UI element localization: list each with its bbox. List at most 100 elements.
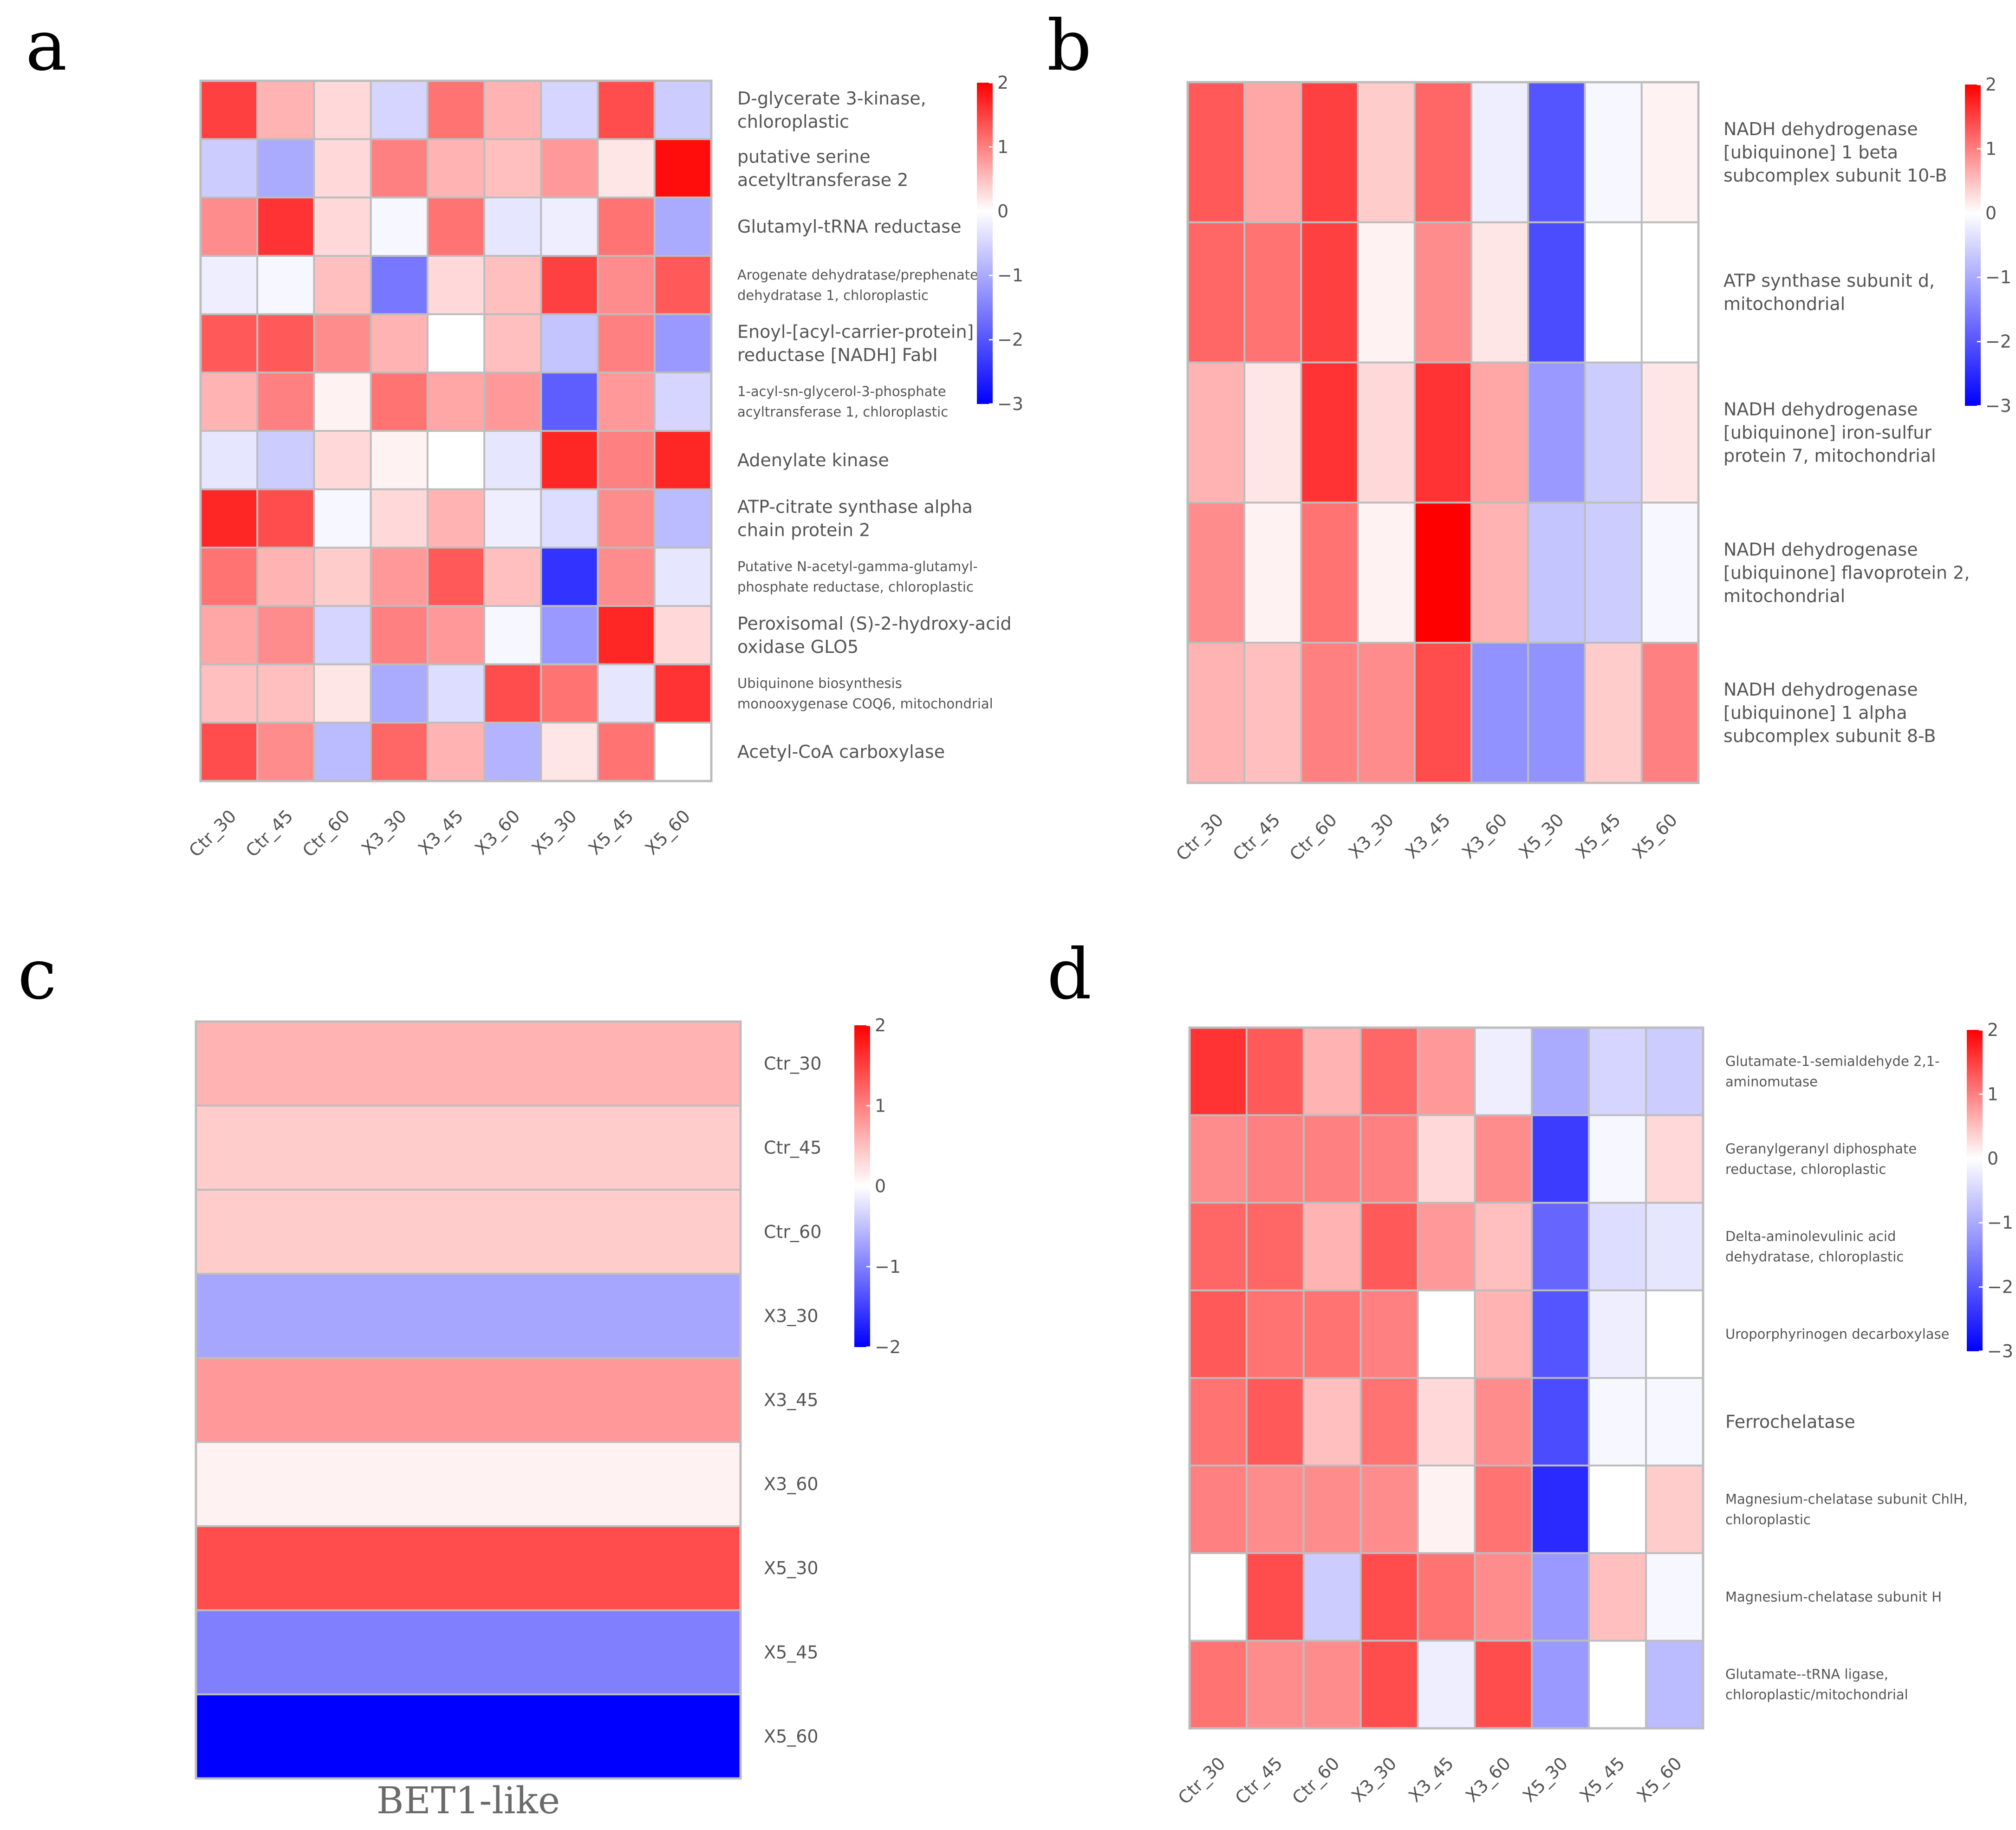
heatmap-cell <box>1413 501 1473 644</box>
row-label-line: chloroplastic <box>1725 1511 1811 1527</box>
column-label: X3_45 <box>414 806 467 859</box>
row-label-line: mitochondrial <box>1723 586 1845 606</box>
colorbar <box>1967 1030 1983 1351</box>
heatmap-cell <box>1357 501 1416 644</box>
heatmap-cell <box>1243 501 1302 644</box>
heatmap-cell <box>1300 501 1359 644</box>
heatmap-cell <box>1417 1640 1476 1729</box>
heatmap-cell <box>540 663 599 724</box>
heatmap-cell <box>1359 1202 1419 1291</box>
colorbar-tick-label: 0 <box>1987 1148 1998 1169</box>
heatmap-cell <box>200 371 259 432</box>
column-label: Ctr_60 <box>1288 1753 1343 1808</box>
panel-letter-c: c <box>18 934 57 1015</box>
row-label: Enoyl-[acyl-carrier-protein] reductase [N… <box>737 322 974 365</box>
heatmap-cell <box>1359 1027 1419 1116</box>
heatmap-cell <box>1527 642 1586 784</box>
heatmap-cell <box>370 605 429 665</box>
row-label-line: dehydratase, chloroplastic <box>1725 1249 1904 1265</box>
panel-c-heatmap: Ctr_30 Ctr_45 Ctr_60 X3_30 X3_45 X3_60 X5_30 X5… <box>195 1015 901 1822</box>
column-label: X5_60 <box>641 806 694 859</box>
heatmap-cell <box>426 313 486 374</box>
row-label: Glutamate-1-semialdehyde 2,1- aminomutase <box>1725 1053 1940 1089</box>
column-label: X5_30 <box>1519 1753 1572 1806</box>
row-label-line: oxidase GLO5 <box>737 637 858 657</box>
heatmap-border <box>1186 81 1700 784</box>
heatmap-cell <box>653 255 713 315</box>
heatmap-cell <box>1584 501 1643 644</box>
heatmap-cell <box>1474 1027 1533 1116</box>
heatmap-cell <box>1531 1552 1590 1642</box>
heatmap-cell <box>597 663 656 724</box>
heatmap-cell <box>653 80 713 140</box>
column-label: X3_30 <box>1345 809 1398 862</box>
heatmap-cell <box>1588 1114 1647 1204</box>
heatmap-cell <box>1640 501 1700 644</box>
heatmap-cell <box>597 605 656 665</box>
heatmap-cell <box>653 196 713 257</box>
heatmap-cell <box>426 255 486 315</box>
row-label-line: ATP-citrate synthase alpha <box>737 497 973 517</box>
row-label-line: chloroplastic/mitochondrial <box>1725 1687 1908 1703</box>
colorbar <box>977 83 993 404</box>
row-label: D-glycerate 3-kinase, chloroplastic <box>737 88 926 132</box>
heatmap-cell <box>313 488 372 549</box>
heatmap-cell <box>1527 361 1586 504</box>
heatmap-cell <box>1243 361 1302 504</box>
heatmap-cell <box>1531 1202 1590 1291</box>
heatmap-cell <box>483 663 542 724</box>
row-label-line: Geranylgeranyl diphosphate <box>1725 1141 1917 1157</box>
row-label-line: chain protein 2 <box>737 520 870 541</box>
heatmap-cell <box>195 1609 741 1695</box>
row-label: Glutamate--tRNA ligase, chloroplastic/mit… <box>1725 1667 1908 1703</box>
colorbar-tick-label: −1 <box>997 265 1023 286</box>
row-label-line: chloroplastic <box>737 111 849 132</box>
heatmap-cell <box>370 488 429 549</box>
heatmap-cell <box>540 547 599 607</box>
heatmap-cell <box>426 430 486 490</box>
colorbar-tick-label: −3 <box>1985 396 2011 416</box>
row-label: X3_30 <box>764 1306 819 1326</box>
row-label-line: dehydratase 1, chloroplastic <box>737 287 929 303</box>
heatmap-cell <box>1531 1114 1590 1204</box>
heatmap-cell <box>313 371 372 432</box>
heatmap-cell <box>1189 1114 1248 1204</box>
row-label-line: NADH dehydrogenase <box>1723 539 1918 560</box>
panel-letter-d: d <box>1047 934 1092 1015</box>
row-label-line: subcomplex subunit 10-B <box>1723 165 1947 186</box>
column-label: X3_30 <box>358 806 410 859</box>
heatmap-cell <box>313 605 372 665</box>
row-label-line: aminomutase <box>1725 1074 1818 1089</box>
row-label: X3_60 <box>764 1474 819 1494</box>
row-label: Ubiquinone biosynthesis monooxygenase COQ… <box>737 676 993 712</box>
heatmap-cell <box>200 313 259 374</box>
heatmap-cell <box>256 371 315 432</box>
heatmap-cell <box>540 196 599 257</box>
row-label: Ctr_60 <box>764 1222 821 1242</box>
heatmap-cell <box>1413 642 1473 784</box>
heatmap-cell <box>1417 1289 1476 1379</box>
heatmap-cell <box>483 430 542 490</box>
heatmap-cell <box>1302 1114 1362 1204</box>
heatmap-cell <box>426 80 486 140</box>
heatmap-cell <box>195 1693 741 1779</box>
heatmap-cell <box>1527 221 1586 364</box>
row-label-line: Enoyl-[acyl-carrier-protein] <box>737 322 974 342</box>
column-label: Ctr_60 <box>299 806 354 861</box>
row-label: Arogenate dehydratase/prephenate dehydrat… <box>737 267 978 303</box>
heatmap-cell <box>426 196 486 257</box>
row-label-line: Arogenate dehydratase/prephenate <box>737 267 978 283</box>
heatmap-cell <box>1474 1640 1533 1729</box>
heatmap-cell <box>256 547 315 607</box>
column-label: Ctr_30 <box>1174 1753 1229 1808</box>
row-label-line: ATP synthase subunit d, <box>1723 271 1935 291</box>
column-label: X5_45 <box>1572 809 1625 862</box>
heatmap-border <box>195 1020 742 1780</box>
row-label-line: protein 7, mitochondrial <box>1723 446 1936 466</box>
heatmap-cell <box>313 138 372 199</box>
heatmap-cell <box>1588 1289 1647 1379</box>
heatmap-cell <box>195 1105 741 1191</box>
heatmap-cell <box>597 722 656 782</box>
row-label-line: Adenylate kinase <box>737 450 889 470</box>
